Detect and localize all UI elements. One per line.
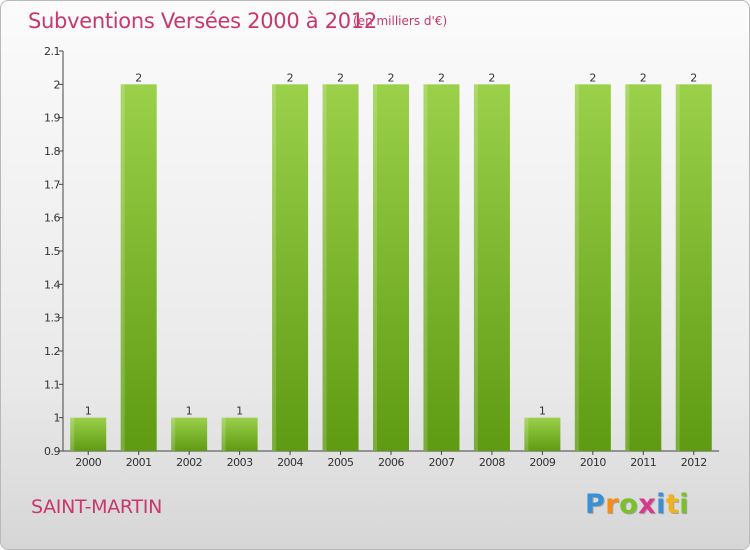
data-label: 2 [488,71,495,84]
x-tick-label: 2011 [630,456,656,469]
y-tick-label: 1.2 [44,345,60,358]
data-label: 1 [85,405,92,418]
data-label: 2 [135,71,142,84]
data-label: 1 [236,405,243,418]
logo-letter: r [605,489,620,520]
commune-name: SAINT-MARTIN [31,496,162,518]
y-tick-label: 1.8 [44,145,60,158]
x-tick-label: 2003 [227,456,253,469]
y-tick-label: 1.9 [44,112,60,125]
bar-highlight [373,84,377,451]
data-label: 2 [589,71,596,84]
x-tick-label: 2009 [529,456,555,469]
bar [373,84,409,451]
bar [524,417,561,451]
logo-letter: i [656,489,666,520]
bar [221,417,258,451]
bar-highlight [221,417,226,451]
data-label: 1 [539,405,546,418]
bar [675,84,712,451]
y-tick-label: 1.4 [44,278,60,291]
bar-highlight [70,417,75,451]
x-tick-label: 2005 [328,456,354,469]
logo-letter: P [585,489,606,520]
bar-highlight [272,84,277,451]
bar [423,84,460,451]
y-tick-label: 1 [54,412,61,425]
bar-highlight [625,84,630,451]
y-tick-label: 1.7 [44,178,60,191]
data-label: 1 [186,405,193,418]
y-tick-label: 2 [54,78,61,91]
bar-highlight [675,84,680,451]
bar [473,84,510,451]
y-tick-label: 0.9 [44,445,60,458]
x-tick-label: 2000 [75,456,101,469]
y-tick-label: 1.1 [44,378,60,391]
x-tick-label: 2008 [479,456,505,469]
logo-letter: x [638,489,657,520]
data-label: 2 [438,71,445,84]
bar [70,417,107,451]
y-tick-label: 2.1 [44,45,60,58]
bar [574,84,611,451]
bar [625,84,662,451]
x-tick-label: 2002 [176,456,202,469]
bar-highlight [524,417,529,451]
y-tick-label: 1.6 [44,212,60,225]
x-tick-label: 2007 [428,456,454,469]
data-label: 2 [287,71,294,84]
data-label: 2 [337,71,344,84]
chart-unit: (en milliers d'€) [353,14,448,28]
data-label: 2 [388,71,395,84]
data-label: 2 [690,71,697,84]
chart-title: Subventions Versées 2000 à 2012 [28,9,377,33]
x-tick-label: 2004 [277,456,303,469]
y-tick-label: 1.5 [44,245,60,258]
bar [322,84,359,451]
x-tick-label: 2006 [378,456,404,469]
bar-highlight [473,84,478,451]
x-tick-label: 2012 [681,456,707,469]
x-tick-label: 2001 [126,456,152,469]
x-tick-label: 2010 [580,456,606,469]
bar [171,417,208,451]
bar [272,84,309,451]
logo-letter: t [665,489,680,520]
bar-highlight [120,84,125,451]
y-tick-label: 1.3 [44,312,60,325]
bar-highlight [171,417,176,451]
bar [120,84,157,451]
logo-letter: o [619,489,639,520]
bar-highlight [574,84,579,451]
bar-highlight [322,84,327,451]
bar-highlight [423,84,428,451]
proxiti-logo: Proxiti [585,489,689,520]
data-label: 2 [640,71,647,84]
logo-letter: i [679,489,690,520]
